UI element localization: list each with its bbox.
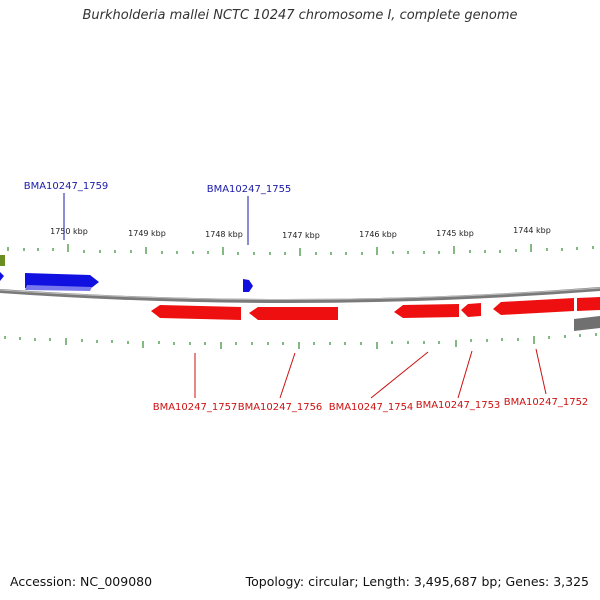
label-leader-line xyxy=(457,350,473,399)
map-title: Burkholderia mallei NCTC 10247 chromosom… xyxy=(82,8,518,23)
gene-arrow-reverse[interactable] xyxy=(577,297,600,311)
scale-label: 1744 kbp xyxy=(513,226,551,235)
lower-scale-ticks xyxy=(4,333,597,349)
gene-label-forward[interactable]: BMA10247_1759 xyxy=(24,181,109,192)
gene-label-reverse[interactable]: BMA10247_1754 xyxy=(329,402,414,413)
gene-label-reverse[interactable]: BMA10247_1757 xyxy=(153,402,238,413)
genome-summary-text: Topology: circular; Length: 3,495,687 bp… xyxy=(245,574,589,589)
label-leader-line xyxy=(535,348,547,395)
label-leader-line xyxy=(279,352,296,399)
reverse-strand xyxy=(151,297,600,331)
scale-label: 1745 kbp xyxy=(436,229,474,238)
gene-arrow-reverse[interactable] xyxy=(249,307,338,320)
backbone-highlight xyxy=(0,287,600,301)
scale-label: 1746 kbp xyxy=(359,230,397,239)
genome-backbone xyxy=(0,287,600,304)
gene-label-reverse[interactable]: BMA10247_1753 xyxy=(416,400,501,411)
olive-feature[interactable] xyxy=(0,255,5,266)
scale-label: 1748 kbp xyxy=(205,230,243,239)
gene-label-reverse[interactable]: BMA10247_1756 xyxy=(238,402,323,413)
upper-scale-ticks xyxy=(7,244,594,256)
scale-label: 1750 kbp xyxy=(50,227,88,236)
gene-arrow-forward[interactable] xyxy=(243,279,253,292)
gene-arrow-reverse[interactable] xyxy=(151,305,241,320)
gene-label-forward[interactable]: BMA10247_1755 xyxy=(207,184,292,195)
gene-arrow-shade xyxy=(25,285,92,291)
gene-arrow-forward[interactable] xyxy=(25,273,99,289)
other-feature[interactable] xyxy=(574,316,600,331)
gene-label-reverse[interactable]: BMA10247_1752 xyxy=(504,397,589,408)
scale-label: 1747 kbp xyxy=(282,231,320,240)
scale-label: 1749 kbp xyxy=(128,229,166,238)
gene-arrow-reverse[interactable] xyxy=(493,298,574,315)
label-leader-line xyxy=(370,351,429,399)
gene-arrow-reverse[interactable] xyxy=(394,304,459,318)
gene-arrow-reverse[interactable] xyxy=(461,303,481,317)
forward-strand xyxy=(0,255,253,292)
gene-arrow-forward[interactable] xyxy=(0,272,4,281)
accession-text: Accession: NC_009080 xyxy=(10,574,153,589)
